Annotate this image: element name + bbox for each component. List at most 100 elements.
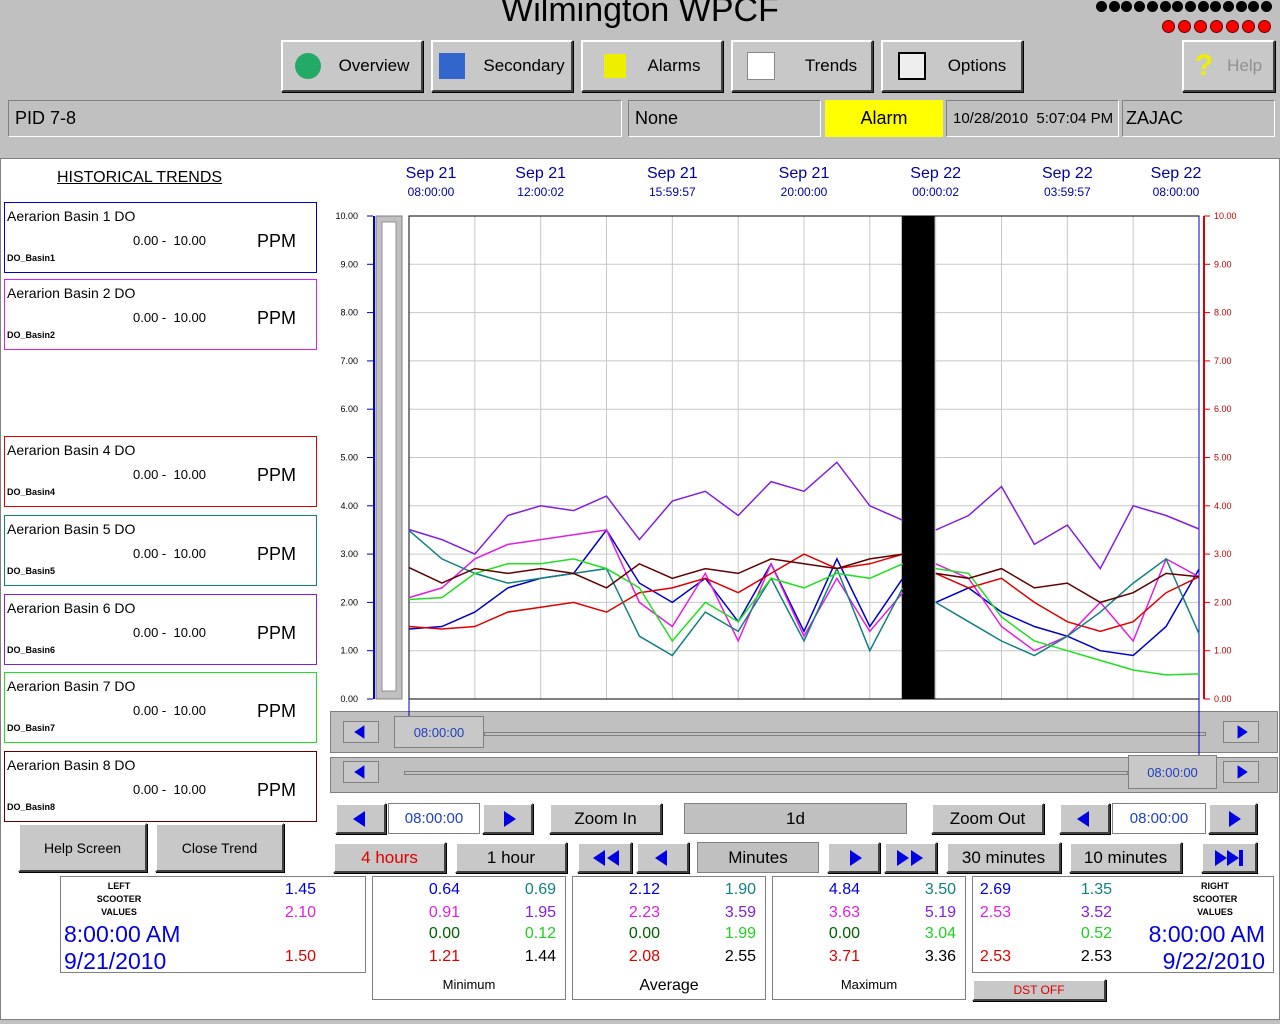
arrow-button[interactable] bbox=[482, 803, 533, 834]
nav-label: Secondary bbox=[483, 56, 565, 75]
four-hours-button[interactable]: 4 hours bbox=[333, 842, 446, 873]
arrow-button[interactable] bbox=[1059, 803, 1110, 834]
pen-name: Aerarion Basin 5 DO bbox=[7, 521, 136, 537]
stats-box: 1.453.492.103.512.061.502.72LEFT SCOOTER… bbox=[60, 876, 419, 974]
stats-box: 4.84 3.50 3.63 5.19 0.00 3.04 3.71 3.36 Maximum bbox=[772, 876, 966, 1000]
arrow-shape bbox=[1228, 810, 1241, 827]
nav-button[interactable]: Secondary bbox=[431, 40, 573, 92]
stat-value: 0.00 bbox=[628, 925, 660, 942]
pen-tag: DO_Basin8 bbox=[7, 802, 56, 812]
right-scooter-bar[interactable] bbox=[330, 757, 1278, 793]
pid-field: PID 7-8 bbox=[8, 100, 622, 137]
arrow-button[interactable] bbox=[1223, 721, 1259, 743]
pen-box[interactable]: Aerarion Basin 1 DO 0.00 - 10.00 PPM DO_Bas… bbox=[4, 202, 317, 273]
arrow-shape bbox=[1237, 725, 1248, 739]
light bbox=[1172, 1, 1184, 12]
start-time-field[interactable]: 08:00:00 bbox=[388, 803, 480, 834]
arrow-button[interactable] bbox=[343, 761, 379, 783]
thirty-minutes-button[interactable]: 30 minutes bbox=[946, 842, 1061, 873]
stat-value: 0.12 bbox=[524, 925, 556, 942]
arrow-shape bbox=[352, 810, 365, 827]
arrow-button[interactable] bbox=[636, 842, 689, 873]
arrow-button[interactable] bbox=[1208, 803, 1257, 834]
stat-label: Average bbox=[639, 977, 699, 994]
pen-box[interactable]: Aerarion Basin 8 DO 0.00 - 10.00 PPM DO_Bas… bbox=[4, 751, 317, 822]
arrow-shape bbox=[1237, 765, 1248, 779]
arrow-button[interactable] bbox=[1223, 761, 1259, 783]
arrow-button[interactable] bbox=[343, 721, 379, 743]
scooter-time: 8:00:00 AM bbox=[64, 921, 181, 947]
arrow-button[interactable] bbox=[827, 842, 880, 873]
pen-box[interactable]: Aerarion Basin 7 DO 0.00 - 10.00 PPM DO_Bas… bbox=[4, 672, 317, 743]
stat-label: Maximum bbox=[840, 977, 898, 992]
stat-value: 2.55 bbox=[724, 948, 756, 965]
stat-value: 1.90 bbox=[724, 881, 756, 898]
nav-label: Trends bbox=[804, 56, 858, 75]
nav-label: Alarms bbox=[647, 56, 701, 75]
stat-value: 2.10 bbox=[284, 904, 316, 921]
nav-button[interactable]: Alarms bbox=[581, 40, 723, 92]
light bbox=[1235, 1, 1247, 12]
pen-unit: PPM bbox=[257, 701, 297, 721]
pen-unit: PPM bbox=[257, 465, 297, 485]
pen-name: Aerarion Basin 8 DO bbox=[7, 757, 136, 773]
light bbox=[1197, 1, 1209, 12]
span-field: 1d bbox=[684, 803, 907, 834]
arrow-icon bbox=[896, 849, 923, 866]
nav-button[interactable]: Trends bbox=[731, 40, 873, 92]
pen-unit: PPM bbox=[257, 623, 297, 643]
scroll-track bbox=[404, 771, 1128, 775]
zoom-in-button[interactable]: Zoom In bbox=[549, 803, 662, 834]
pen-range: 0.00 - 10.00 bbox=[133, 546, 206, 561]
help-screen-button[interactable]: Help Screen bbox=[18, 823, 147, 872]
stat-value: 0.64 bbox=[428, 881, 460, 898]
nav-button[interactable]: Options bbox=[881, 40, 1023, 92]
pen-range: 0.00 - 10.00 bbox=[133, 310, 206, 325]
end-time-field[interactable]: 08:00:00 bbox=[1112, 803, 1206, 834]
icon bbox=[603, 54, 626, 78]
icon bbox=[294, 53, 321, 79]
arrow-icon bbox=[592, 849, 619, 866]
stat-value: 3.04 bbox=[924, 925, 956, 942]
left-scooter-handle[interactable]: 08:00:00 bbox=[394, 716, 484, 748]
pen-box[interactable]: Aerarion Basin 6 DO 0.00 - 10.00 PPM DO_Bas… bbox=[4, 594, 317, 665]
stat-value: 0.91 bbox=[428, 904, 460, 921]
one-hour-button[interactable]: 1 hour bbox=[455, 842, 567, 873]
zoom-out-button[interactable]: Zoom Out bbox=[931, 803, 1044, 834]
pen-tag: DO_Basin5 bbox=[7, 566, 56, 576]
light bbox=[1121, 1, 1133, 12]
stat-value: 1.50 bbox=[284, 948, 316, 965]
pen-unit: PPM bbox=[257, 231, 297, 251]
panel-title: HISTORICAL TRENDS bbox=[57, 169, 223, 186]
stat-value: 2.69 bbox=[979, 881, 1011, 898]
ten-minutes-button[interactable]: 10 minutes bbox=[1069, 842, 1182, 873]
light bbox=[1261, 1, 1273, 12]
nav-button[interactable]: Overview bbox=[281, 40, 423, 92]
stat-value: 1.45 bbox=[284, 881, 316, 898]
close-trend-button[interactable]: Close Trend bbox=[155, 823, 284, 872]
help-button[interactable]: ? Help bbox=[1182, 40, 1275, 92]
arrow-icon bbox=[354, 765, 365, 779]
right-scooter-handle[interactable]: 08:00:00 bbox=[1128, 755, 1217, 789]
arrow-button[interactable] bbox=[577, 842, 632, 873]
stat-value: 3.36 bbox=[924, 948, 956, 965]
scooter-time: 8:00:00 AM bbox=[1148, 921, 1265, 947]
stat-value: 0.69 bbox=[524, 881, 556, 898]
stat-value: 4.84 bbox=[828, 881, 860, 898]
arrow-button[interactable] bbox=[335, 803, 386, 834]
app-title: Wilmington WPCF bbox=[501, 0, 779, 29]
alarm-indicator[interactable]: Alarm bbox=[825, 100, 943, 137]
pen-box[interactable]: Aerarion Basin 5 DO 0.00 - 10.00 PPM DO_Bas… bbox=[4, 515, 317, 586]
stat-value: 3.71 bbox=[828, 948, 860, 965]
pen-range: 0.00 - 10.00 bbox=[133, 625, 206, 640]
light bbox=[1159, 1, 1171, 12]
arrow-icon bbox=[352, 810, 365, 827]
arrow-icon bbox=[503, 810, 516, 827]
dst-button[interactable]: DST OFF bbox=[972, 979, 1106, 1001]
pen-name: Aerarion Basin 4 DO bbox=[7, 442, 136, 458]
arrow-button[interactable] bbox=[884, 842, 937, 873]
pen-box[interactable]: Aerarion Basin 4 DO 0.00 - 10.00 PPM DO_Bas… bbox=[4, 436, 317, 507]
arrow-button[interactable] bbox=[1201, 842, 1257, 873]
pen-box[interactable]: Aerarion Basin 2 DO 0.00 - 10.00 PPM DO_Bas… bbox=[4, 279, 317, 350]
arrow-shape bbox=[849, 849, 862, 866]
